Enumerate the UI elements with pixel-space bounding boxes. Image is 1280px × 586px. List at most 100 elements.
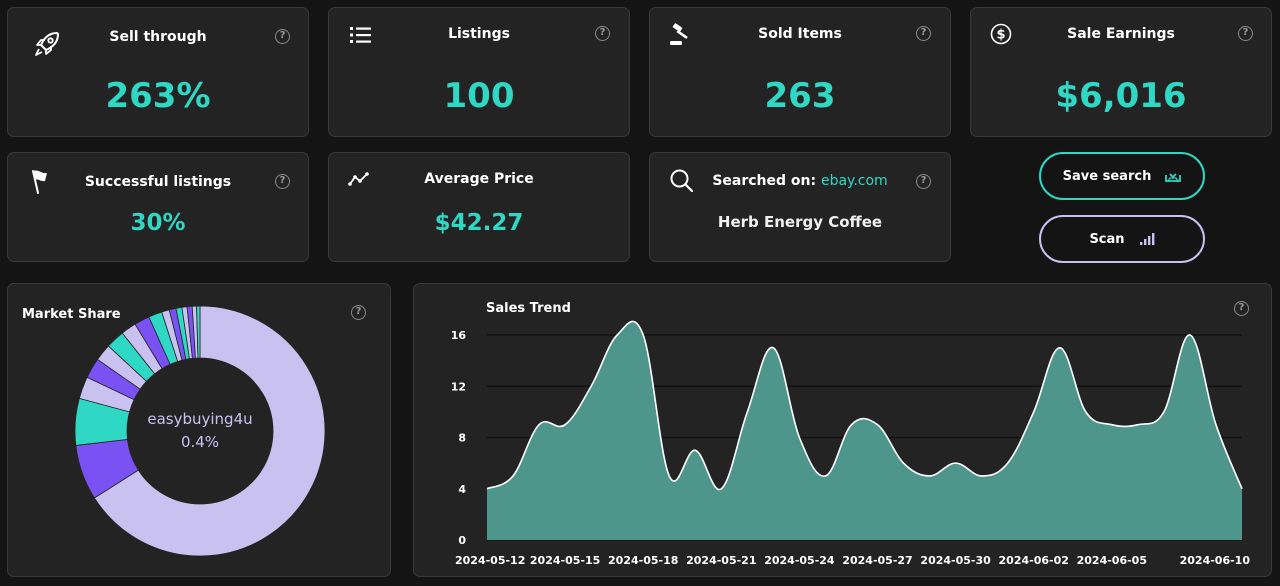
rocket-icon (35, 32, 59, 56)
y-tick-label: 0 (458, 534, 466, 547)
card-value: $42.27 (434, 210, 524, 236)
card-value: 263 (764, 76, 836, 116)
flag-icon (32, 170, 47, 194)
help-icon[interactable]: ? (275, 29, 290, 44)
sales-point[interactable] (875, 422, 881, 428)
sales-point[interactable] (640, 332, 646, 338)
help-icon[interactable]: ? (916, 174, 931, 189)
donut-slice[interactable] (93, 305, 326, 557)
card-sold-items: Sold Items ? 263 (649, 7, 951, 137)
sales-point[interactable] (510, 473, 516, 479)
market-share-panel: Market Share ? easybuying4u 0.4% (7, 283, 391, 577)
x-tick-label: 2024-06-05 (1077, 554, 1147, 567)
sales-point[interactable] (692, 447, 698, 453)
card-title: Listings (448, 26, 510, 42)
sales-point[interactable] (979, 473, 985, 479)
help-icon[interactable]: ? (1234, 301, 1249, 316)
sales-point[interactable] (796, 435, 802, 441)
market-share-donut (74, 305, 326, 557)
sales-point[interactable] (1057, 345, 1063, 351)
card-listings: Listings ? 100 (328, 7, 630, 137)
sales-point[interactable] (484, 486, 490, 492)
card-title: Average Price (424, 171, 534, 187)
card-title: Sell through (109, 29, 207, 45)
sales-point[interactable] (1213, 422, 1219, 428)
card-value: 263% (105, 76, 211, 116)
x-tick-label: 2024-05-21 (686, 554, 756, 567)
x-tick-label: 2024-05-30 (920, 554, 991, 567)
x-tick-label: 2024-05-15 (530, 554, 600, 567)
inbox-download-icon (1165, 173, 1182, 182)
sales-point[interactable] (901, 460, 907, 466)
help-icon[interactable]: ? (351, 305, 366, 320)
sales-point[interactable] (1239, 486, 1245, 492)
card-value: $6,016 (1055, 76, 1187, 116)
sales-point[interactable] (718, 486, 724, 492)
card-sell-through: Sell through ? 263% (7, 7, 309, 137)
card-sale-earnings: $ Sale Earnings ? $6,016 (970, 7, 1272, 137)
searched-on-site-link[interactable]: ebay.com (820, 173, 888, 189)
card-average-price: Average Price $42.27 (328, 152, 630, 262)
save-search-button[interactable]: Save search (1039, 152, 1205, 200)
sales-point[interactable] (1135, 422, 1141, 428)
sales-point[interactable] (1005, 460, 1011, 466)
help-icon[interactable]: ? (916, 26, 931, 41)
help-icon[interactable]: ? (1238, 26, 1253, 41)
sales-point[interactable] (822, 473, 828, 479)
search-query: Herb Energy Coffee (717, 213, 883, 231)
trend-icon (348, 172, 369, 186)
y-tick-label: 4 (458, 483, 466, 496)
scan-label: Scan (1089, 231, 1125, 247)
x-tick-label: 2024-06-10 (1180, 554, 1251, 567)
searched-on-label: Searched on: (712, 173, 817, 189)
sales-trend-chart: 0 4 8 12 16 2024-05-12 2024-05-15 2024-05-18 202… (451, 320, 1251, 567)
x-tick-label: 2024-05-24 (764, 554, 835, 567)
svg-text:$: $ (996, 28, 1005, 43)
dollar-circle-icon: $ (990, 23, 1012, 45)
y-tick-label: 8 (458, 432, 466, 445)
sales-point[interactable] (536, 422, 542, 428)
sales-point[interactable] (1083, 409, 1089, 415)
card-title: Sale Earnings (1067, 26, 1175, 42)
sales-trend-panel: Sales Trend ? 0 4 8 12 16 2024-05-12 2024-05-1… (413, 283, 1272, 577)
searched-on-title: Searched on: ebay.com (650, 173, 950, 189)
gavel-icon (670, 23, 688, 45)
donut-center-value: 0.4% (180, 433, 220, 451)
search-icon (670, 169, 694, 193)
x-tick-label: 2024-05-18 (608, 554, 678, 567)
sales-point[interactable] (666, 473, 672, 479)
card-successful-listings: Successful listings ? 30% (7, 152, 309, 262)
sales-point[interactable] (614, 332, 620, 338)
donut-center-label: easybuying4u (147, 410, 253, 428)
sales-point[interactable] (770, 345, 776, 351)
donut-slice[interactable] (196, 305, 201, 359)
scan-button[interactable]: Scan (1039, 215, 1205, 263)
x-tick-label: 2024-06-02 (999, 554, 1069, 567)
card-title: Sold Items (758, 26, 842, 42)
sales-area (487, 321, 1242, 540)
sales-point[interactable] (1031, 409, 1037, 415)
sales-point[interactable] (927, 473, 933, 479)
save-search-label: Save search (1062, 168, 1152, 184)
card-searched-on: Searched on: ebay.com ? Herb Energy Coff… (649, 152, 951, 262)
sales-line (486, 320, 1243, 491)
sales-point[interactable] (562, 422, 568, 428)
sales-point[interactable] (744, 409, 750, 415)
sales-point[interactable] (1161, 409, 1167, 415)
help-icon[interactable]: ? (595, 26, 610, 41)
sales-point[interactable] (1187, 332, 1193, 338)
list-icon (350, 27, 371, 43)
y-tick-label: 16 (451, 329, 467, 342)
sales-trend-title: Sales Trend (486, 301, 571, 316)
card-title: Successful listings (84, 174, 232, 190)
sales-point[interactable] (848, 422, 854, 428)
signal-bars-icon (1139, 233, 1154, 245)
sales-point[interactable] (953, 460, 959, 466)
card-value: 30% (130, 210, 186, 236)
x-tick-label: 2024-05-12 (455, 554, 525, 567)
card-value: 100 (443, 76, 515, 116)
sales-point[interactable] (588, 383, 594, 389)
market-share-title: Market Share (22, 307, 121, 322)
help-icon[interactable]: ? (275, 174, 290, 189)
sales-point[interactable] (1109, 422, 1115, 428)
